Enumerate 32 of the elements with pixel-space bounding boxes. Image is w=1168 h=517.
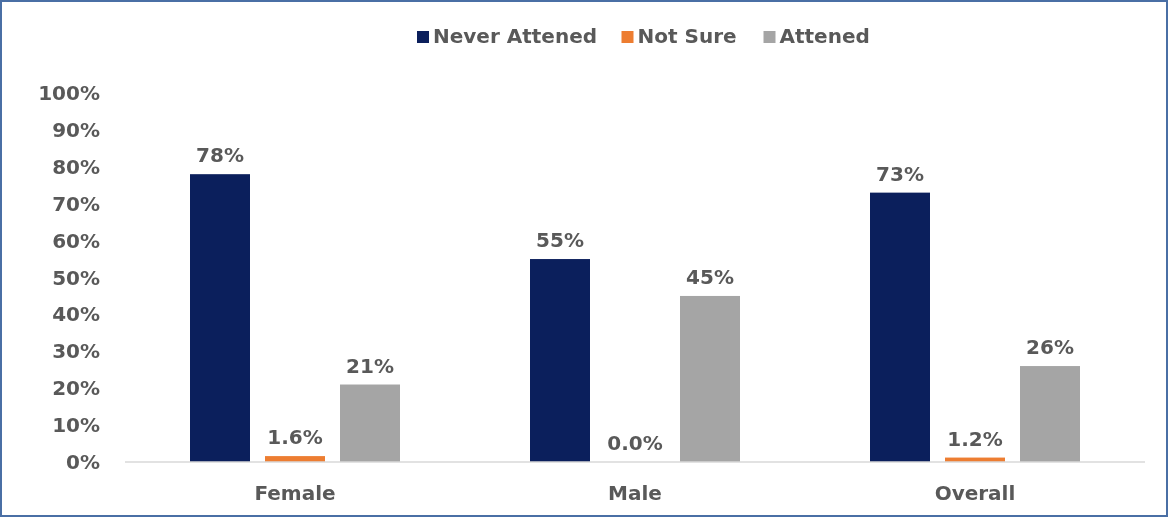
data-label: 26% (1026, 335, 1074, 360)
x-tick-label: Female (254, 481, 336, 505)
y-tick-label: 20% (52, 376, 100, 401)
bar (680, 295, 740, 462)
x-tick-label: Overall (934, 481, 1016, 505)
bar (1020, 366, 1080, 462)
y-tick-label: 70% (52, 191, 100, 216)
y-tick-label: 80% (52, 154, 100, 179)
data-label: 1.6% (267, 425, 323, 450)
legend-label: Attened (779, 24, 870, 48)
y-tick-label: 10% (52, 413, 100, 438)
data-label: 78% (196, 143, 244, 168)
y-tick-label: 0% (66, 450, 100, 474)
data-label: 0.0% (607, 431, 663, 455)
y-tick-label: 60% (52, 228, 100, 253)
y-tick-label: 30% (52, 339, 100, 364)
data-label: 73% (876, 161, 924, 186)
bar (190, 174, 250, 462)
y-tick-label: 40% (52, 302, 100, 327)
legend-label: Never Attened (433, 24, 598, 48)
data-label: 1.2% (947, 426, 1003, 451)
bar (870, 192, 930, 462)
y-tick-label: 90% (52, 117, 100, 142)
data-label: 55% (536, 228, 584, 253)
data-label: 45% (686, 264, 734, 289)
bar (340, 384, 400, 462)
legend-label: Not Sure (637, 24, 737, 48)
y-tick-label: 50% (52, 265, 100, 290)
y-tick-label: 100% (38, 81, 100, 105)
data-label: 21% (346, 353, 394, 378)
bar (530, 259, 590, 462)
x-tick-label: Male (608, 481, 662, 505)
